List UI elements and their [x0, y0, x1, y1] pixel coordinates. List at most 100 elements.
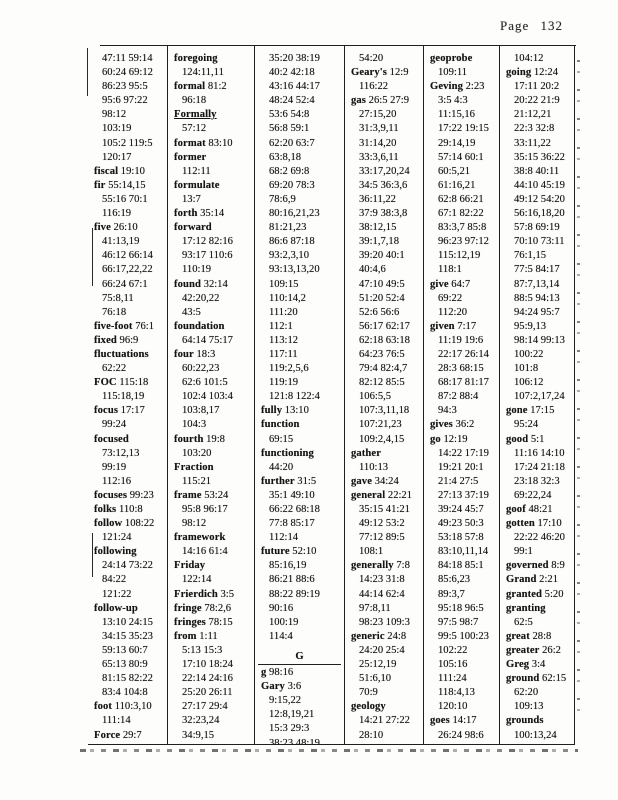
index-continuation: 77:5 84:17	[514, 264, 560, 276]
index-continuation: 124:11,11	[182, 67, 224, 79]
index-continuation: 44:14 62:4	[359, 588, 405, 600]
index-continuation: 40:2 42:18	[269, 67, 315, 79]
index-continuation: 11:19 19:6	[438, 334, 484, 346]
index-continuation: 84:18 85:1	[438, 560, 484, 572]
headword: going	[506, 67, 532, 79]
headword: fir	[94, 179, 106, 191]
index-entry: general 22:21	[351, 489, 413, 501]
index-continuation: 78:6,9	[269, 193, 296, 205]
headword: function	[261, 419, 300, 431]
index-entry: formulate	[168, 179, 254, 193]
index-continuation: 49:12 53:2	[359, 518, 405, 530]
index-continuation: 62:6 101:5	[182, 377, 228, 389]
headword: follow-up	[94, 602, 138, 614]
index-continuation: 47:10 49:5	[359, 278, 405, 290]
index-continuation: 105:16	[438, 659, 468, 671]
index-entry: geoprobe	[424, 52, 499, 66]
headword: format	[174, 137, 206, 149]
headword: foregoing	[174, 53, 218, 64]
index-continuation: 108:1	[359, 546, 384, 558]
index-continuation: 84:22	[102, 574, 127, 586]
headword: focuses	[94, 489, 128, 501]
headword: general	[351, 489, 386, 501]
headword: framework	[174, 532, 226, 544]
index-continuation: 24:14 73:22	[102, 560, 153, 572]
index-continuation: 35:15 41:21	[359, 504, 410, 515]
index-entry: Geving 2:23	[430, 81, 485, 93]
scan-noise-right-edge	[577, 55, 580, 715]
index-entry: fir 55:14,15	[94, 179, 146, 191]
index-continuation: 62:8 66:21	[438, 193, 484, 205]
index-continuation: 38:23 48:19	[269, 737, 320, 745]
index-entry: granting	[500, 602, 574, 616]
index-entry: geology	[345, 700, 423, 714]
index-continuation: 69:20 78:3	[269, 179, 315, 191]
index-continuation: 61:16,21	[438, 179, 476, 191]
index-continuation: 39:1,7,18	[359, 236, 400, 248]
index-continuation: 28:10	[359, 729, 384, 741]
index-continuation: 100:13,24	[514, 729, 557, 741]
index-continuation: 121:8 122:4	[269, 391, 320, 403]
index-continuation: 63:8,18	[269, 151, 302, 163]
index-continuation: 36:11,22	[359, 193, 396, 205]
index-entry: formal 81:2	[174, 81, 227, 93]
index-entry: greater 26:2	[506, 644, 561, 656]
headword: follow	[94, 518, 123, 530]
headword: fixed	[94, 334, 117, 346]
index-continuation: 11:15,16	[438, 109, 475, 121]
index-entry: four 18:3	[174, 348, 216, 360]
index-continuation: 102:4 103:4	[182, 391, 233, 403]
index-entry: framework	[168, 531, 254, 545]
index-column-2: foregoing 124:11,11 formal 81:2 96:18 Formal…	[168, 46, 255, 744]
index-continuation: 111:20	[269, 306, 298, 318]
index-continuation: 21:12,21	[514, 109, 552, 121]
index-continuation: 89:3,7	[438, 588, 465, 600]
index-continuation: 22:17 26:14	[438, 348, 489, 360]
index-continuation: 107:2,17,24	[514, 391, 565, 403]
index-continuation: 20:22 21:9	[514, 95, 560, 107]
index-continuation: 34:5 36:3,6	[359, 179, 408, 191]
index-continuation: 68:2 69:8	[269, 165, 310, 177]
index-continuation: 106:5,5	[359, 391, 392, 403]
headword: go	[430, 433, 441, 445]
index-entry: gone 17:15	[506, 405, 555, 417]
index-continuation: 64:14 75:17	[182, 334, 233, 346]
headword: folks	[94, 504, 117, 515]
index-continuation: 11:16 14:10	[514, 447, 565, 459]
index-entry: foot 110:3,10	[94, 701, 152, 713]
letter-section-header: G	[258, 650, 341, 666]
index-entry: Fraction	[168, 461, 254, 475]
index-continuation: 70:10 73:11	[514, 236, 565, 248]
index-continuation: 67:1 82:22	[438, 208, 484, 220]
index-continuation: 85:16,19	[269, 560, 307, 572]
headword: goes	[430, 715, 450, 727]
index-entry: generally 7:8	[351, 560, 410, 572]
index-continuation: 60:5,21	[438, 165, 471, 177]
index-continuation: 116:19	[102, 208, 132, 220]
headword: geoprobe	[430, 53, 473, 64]
index-continuation: 14:22 17:19	[438, 447, 489, 459]
index-continuation: 62:22	[102, 363, 127, 375]
headword: foot	[94, 701, 113, 713]
index-continuation: 122:14	[182, 574, 212, 586]
index-entry: functioning	[255, 447, 344, 461]
index-continuation: 14:16 61:4	[182, 546, 228, 558]
index-entry: focus 17:17	[94, 405, 145, 417]
index-continuation: 13:7	[182, 193, 201, 205]
index-continuation: 106:12	[514, 377, 544, 389]
index-continuation: 70:9	[359, 687, 378, 699]
headword: gas	[351, 95, 367, 107]
headword: granted	[506, 588, 543, 600]
index-continuation: 64:23 76:5	[359, 348, 405, 360]
headword: great	[506, 630, 530, 642]
index-continuation: 85:6,23	[438, 574, 471, 586]
index-continuation: 93:13,13,20	[269, 264, 320, 276]
headword: fluctuations	[94, 348, 149, 360]
index-entry: great 28:8	[506, 630, 552, 642]
index-continuation: 43:5	[182, 306, 201, 318]
index-entry: follow-up	[88, 602, 167, 616]
index-continuation: 49:23 50:3	[438, 518, 484, 530]
index-continuation: 95:24	[514, 419, 539, 431]
index-continuation: 28:3 68:15	[438, 363, 484, 375]
